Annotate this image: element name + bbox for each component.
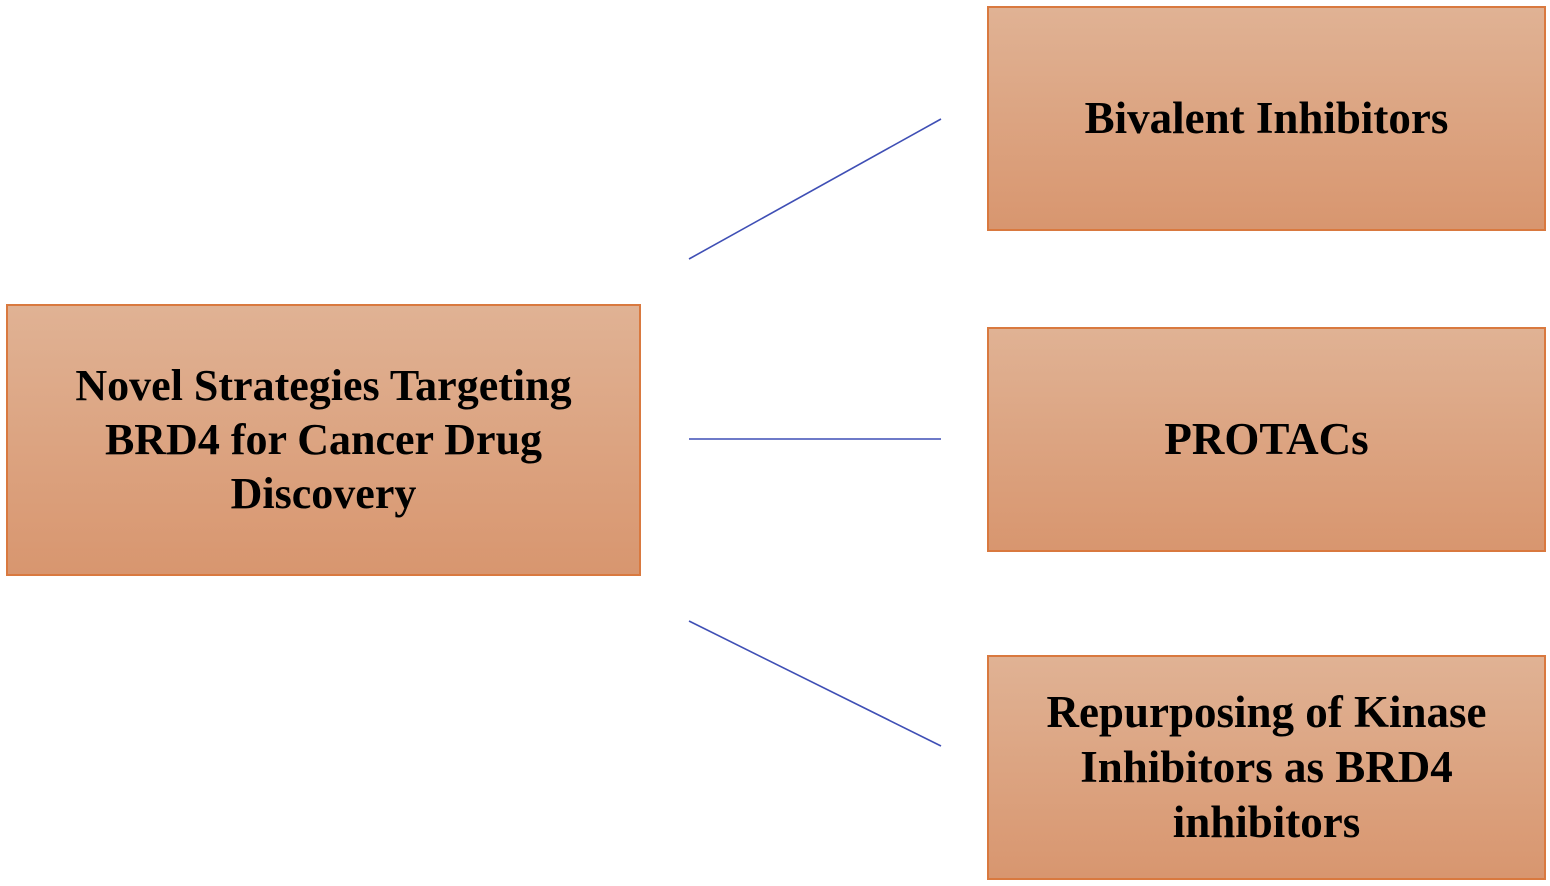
branch-node-label: Bivalent Inhibitors <box>1084 93 1449 144</box>
root-node-box: Novel Strategies Targeting BRD4 for Canc… <box>6 304 641 576</box>
branch-node-repurposing-kinase-inhibitors: Repurposing of Kinase Inhibitors as BRD4… <box>987 655 1546 880</box>
root-node-label: Novel Strategies Targeting BRD4 for Canc… <box>75 361 572 518</box>
branch-node-label: Repurposing of Kinase Inhibitors as BRD4… <box>1046 687 1487 847</box>
connector-repurposing <box>688 620 942 747</box>
branch-node-bivalent-inhibitors: Bivalent Inhibitors <box>987 6 1546 231</box>
connector-bivalent <box>688 118 942 260</box>
branch-node-label: PROTACs <box>1164 414 1369 465</box>
branch-node-protacs: PROTACs <box>987 327 1546 552</box>
